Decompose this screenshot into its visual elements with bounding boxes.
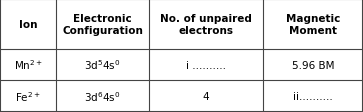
Text: Fe$^{2+}$: Fe$^{2+}$ — [15, 89, 41, 103]
Text: 5.96 BM: 5.96 BM — [292, 60, 334, 70]
Text: 3d$^6$4s$^0$: 3d$^6$4s$^0$ — [84, 89, 121, 103]
Text: Magnetic
Moment: Magnetic Moment — [286, 14, 340, 35]
Text: 3d$^5$4s$^0$: 3d$^5$4s$^0$ — [84, 58, 121, 72]
Text: Electronic
Configuration: Electronic Configuration — [62, 14, 143, 35]
Text: 4: 4 — [203, 91, 209, 101]
Text: ii..........: ii.......... — [293, 91, 333, 101]
Text: i ..........: i .......... — [186, 60, 226, 70]
Text: Mn$^{2+}$: Mn$^{2+}$ — [14, 58, 42, 72]
Text: Ion: Ion — [19, 20, 37, 30]
Text: No. of unpaired
electrons: No. of unpaired electrons — [160, 14, 252, 35]
